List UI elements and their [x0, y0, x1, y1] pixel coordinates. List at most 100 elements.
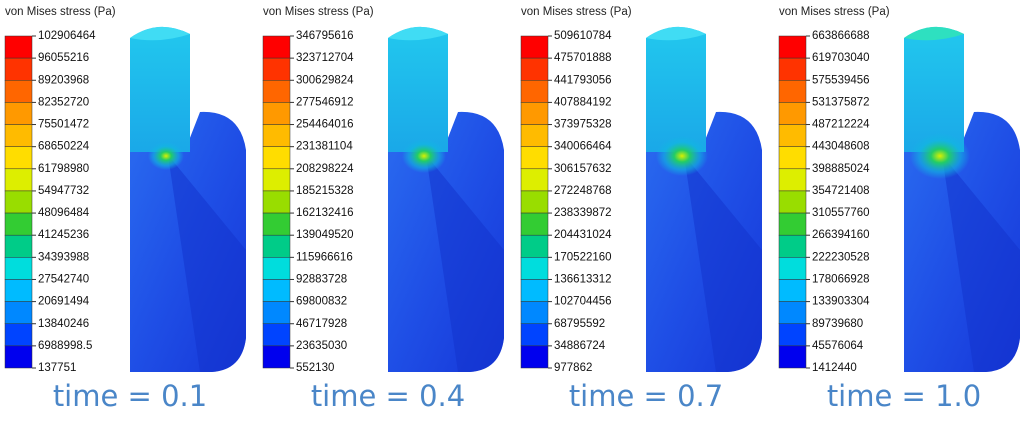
tick-label: 69800832 [296, 296, 347, 308]
tick-label: 531375872 [812, 96, 870, 108]
tick-label: 178066928 [812, 273, 870, 285]
tick-label: 185215328 [296, 185, 354, 197]
colorbar-band [520, 212, 549, 236]
tick-label: 277546912 [296, 96, 354, 108]
colorbar-band [778, 57, 807, 81]
tick-label: 75501472 [38, 119, 89, 131]
colorbar-band [778, 80, 807, 103]
tick-label: 162132416 [296, 207, 354, 219]
tick-label: 27542740 [38, 273, 89, 285]
colorbar-title: von Mises stress (Pa) [263, 6, 374, 18]
colorbar-title: von Mises stress (Pa) [779, 6, 890, 18]
panel: von Mises stress (Pa) 346795616 323712704 3… [262, 6, 504, 413]
colorbar-band [520, 80, 549, 103]
caption: time = 0.4 [311, 379, 465, 413]
colorbar-band [778, 279, 807, 302]
tick-label: 41245236 [38, 229, 89, 241]
tick-label: 92883728 [296, 273, 347, 285]
colorbar-band [262, 323, 291, 347]
pillar-top [646, 26, 706, 41]
tick-label: 115966616 [296, 251, 353, 263]
colorbar-band [262, 57, 291, 81]
tick-label: 1412440 [812, 362, 857, 374]
tick-label: 272248768 [554, 185, 612, 197]
colorbar-band [4, 301, 33, 324]
pillar [904, 26, 964, 153]
tick-label: 136613312 [554, 273, 612, 285]
body-shade [168, 155, 246, 372]
colorbar-band [520, 190, 549, 214]
tick-label: 254464016 [296, 119, 354, 131]
tick-label: 54947732 [38, 185, 89, 197]
colorbar-band [4, 57, 33, 81]
pillar [646, 26, 706, 153]
colorbar-band [520, 279, 549, 302]
tick-label: 475701888 [554, 52, 612, 64]
colorbar-band [4, 80, 33, 103]
tick-label: 306157632 [554, 163, 612, 175]
pillar-top [904, 26, 964, 41]
tick-label: 509610784 [554, 30, 612, 42]
tick-label: 89739680 [812, 318, 863, 330]
tick-label: 208298224 [296, 163, 354, 175]
tick-label: 231381104 [296, 141, 353, 153]
tick-label: 46717928 [296, 318, 347, 330]
tick-label: 441793056 [554, 74, 612, 86]
tick-label: 300629824 [296, 74, 354, 86]
colorbar-band [4, 124, 33, 147]
tick-label: 96055216 [38, 52, 89, 64]
panel: von Mises stress (Pa) 102906464 96055216 89… [4, 6, 246, 413]
colorbar-band [778, 124, 807, 147]
colorbar-band [520, 301, 549, 324]
tick-label: 13840246 [38, 318, 89, 330]
stress-hotspot [656, 136, 708, 176]
caption: time = 0.7 [569, 379, 723, 413]
tick-label: 398885024 [812, 163, 870, 175]
colorbar-band [520, 35, 549, 59]
tick-label: 340066464 [554, 141, 612, 153]
colorbar-band [4, 257, 33, 280]
colorbar-band [4, 345, 33, 369]
colorbar-band [262, 102, 291, 125]
tick-label: 323712704 [296, 52, 354, 64]
tick-label: 977862 [554, 362, 592, 374]
colorbar-band [778, 168, 807, 192]
tick-label: 354721408 [812, 185, 870, 197]
colorbar-band [262, 212, 291, 236]
colorbar-title: von Mises stress (Pa) [521, 6, 632, 18]
pillar-top [130, 26, 190, 41]
colorbar-band [262, 279, 291, 302]
colorbar-band [262, 190, 291, 214]
colorbar-band [520, 102, 549, 125]
tick-label: 170522160 [554, 251, 612, 263]
tick-label: 68795592 [554, 318, 605, 330]
tick-label: 663866688 [812, 30, 870, 42]
colorbar-band [4, 279, 33, 302]
tick-label: 133903304 [812, 296, 870, 308]
tick-label: 238339872 [554, 207, 612, 219]
colorbar-band [520, 146, 549, 170]
colorbar-band [4, 146, 33, 170]
colorbar-title: von Mises stress (Pa) [5, 6, 116, 18]
colorbar-band [520, 345, 549, 369]
colorbar-band [520, 168, 549, 192]
pillar-top [388, 26, 448, 41]
tick-label: 102906464 [38, 30, 96, 42]
tick-label: 407884192 [554, 96, 612, 108]
colorbar-band [262, 80, 291, 103]
colorbar-band [778, 35, 807, 59]
caption: time = 0.1 [53, 379, 207, 413]
tick-label: 48096484 [38, 207, 90, 219]
colorbar-band [778, 146, 807, 170]
tick-label: 373975328 [554, 119, 612, 131]
colorbar-band [778, 301, 807, 324]
colorbar-band [778, 323, 807, 347]
tick-label: 6988998.5 [38, 340, 92, 352]
colorbar-band [520, 257, 549, 280]
tick-label: 34886724 [554, 340, 606, 352]
colorbar-band [262, 234, 291, 258]
tick-label: 266394160 [812, 229, 870, 241]
colorbar-band [262, 124, 291, 147]
colorbar-band [520, 57, 549, 81]
